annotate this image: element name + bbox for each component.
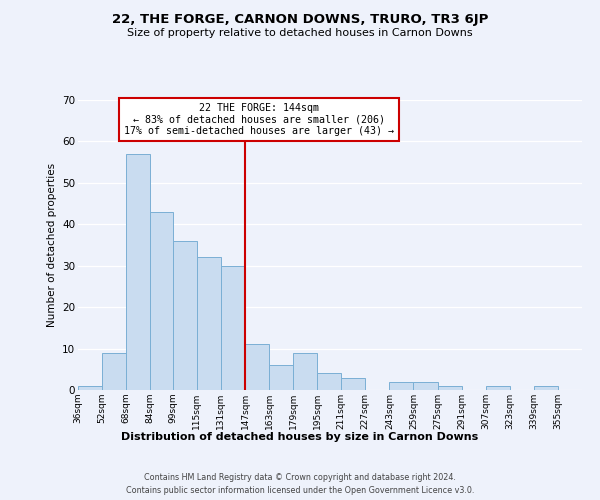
Bar — [173, 241, 197, 390]
Bar — [293, 352, 317, 390]
Text: Contains HM Land Registry data © Crown copyright and database right 2024.: Contains HM Land Registry data © Crown c… — [144, 472, 456, 482]
Bar — [341, 378, 365, 390]
Bar — [389, 382, 413, 390]
Bar — [245, 344, 269, 390]
Bar — [317, 374, 341, 390]
Text: 22, THE FORGE, CARNON DOWNS, TRURO, TR3 6JP: 22, THE FORGE, CARNON DOWNS, TRURO, TR3 … — [112, 12, 488, 26]
Bar — [269, 365, 293, 390]
Text: 22 THE FORGE: 144sqm
← 83% of detached houses are smaller (206)
17% of semi-deta: 22 THE FORGE: 144sqm ← 83% of detached h… — [124, 103, 394, 136]
Bar — [413, 382, 437, 390]
Bar — [221, 266, 245, 390]
Y-axis label: Number of detached properties: Number of detached properties — [47, 163, 56, 327]
Text: Contains public sector information licensed under the Open Government Licence v3: Contains public sector information licen… — [126, 486, 474, 495]
Text: Distribution of detached houses by size in Carnon Downs: Distribution of detached houses by size … — [121, 432, 479, 442]
Bar — [197, 258, 221, 390]
Bar — [437, 386, 461, 390]
Bar — [534, 386, 558, 390]
Bar — [126, 154, 150, 390]
Bar — [150, 212, 173, 390]
Text: Size of property relative to detached houses in Carnon Downs: Size of property relative to detached ho… — [127, 28, 473, 38]
Bar — [102, 352, 126, 390]
Bar — [486, 386, 510, 390]
Bar — [78, 386, 102, 390]
